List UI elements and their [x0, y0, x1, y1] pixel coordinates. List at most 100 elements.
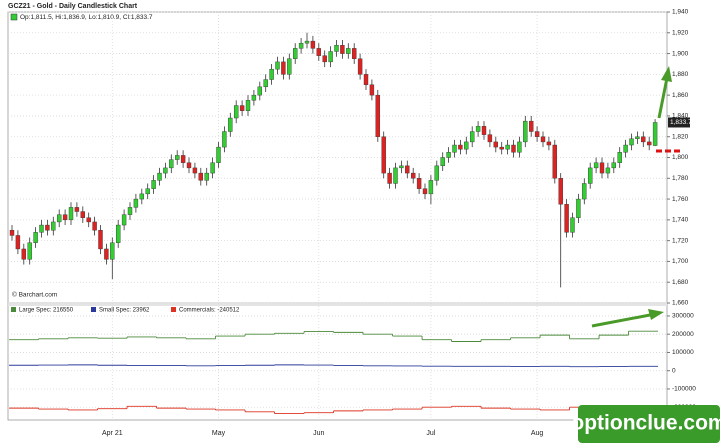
candle-body	[192, 167, 198, 174]
candle-body	[611, 162, 616, 169]
candle-body	[157, 172, 162, 181]
arrow-cot	[591, 313, 651, 328]
candle-body	[605, 167, 611, 174]
candle-body	[558, 178, 563, 205]
candle-body	[216, 146, 221, 163]
candle-body	[381, 136, 386, 174]
candle-body	[27, 242, 32, 260]
candle-body	[369, 84, 375, 96]
candle-body	[652, 122, 658, 146]
candle-body	[576, 198, 581, 218]
candle-body	[647, 141, 652, 146]
candle-body	[80, 211, 86, 218]
candle-body	[346, 48, 351, 54]
candle-body	[233, 105, 239, 119]
candle-body	[68, 207, 74, 221]
candle-body	[228, 117, 233, 132]
y-tick-label: 1,660	[672, 300, 689, 307]
candle-body	[263, 79, 268, 88]
watermark-box	[578, 405, 720, 443]
candle-body	[517, 141, 522, 153]
last-price-box	[668, 117, 690, 128]
y-tick-label: 0	[672, 367, 676, 374]
candle-body	[15, 235, 21, 250]
candle-body	[174, 155, 180, 160]
x-tick-label: Jun	[313, 430, 324, 437]
candle-body	[304, 40, 310, 44]
candle-body	[180, 155, 186, 163]
y-tick-label: 300000	[672, 313, 694, 320]
candle-body	[375, 94, 380, 137]
candle-body	[387, 172, 392, 184]
candle-body	[440, 157, 445, 167]
candle-body	[452, 144, 457, 153]
panel-divider	[8, 302, 667, 306]
candle-body	[110, 242, 115, 260]
candle-body	[121, 214, 127, 226]
candle-body	[204, 172, 209, 181]
y-tick-label: 1,800	[672, 154, 689, 161]
legend-swatch	[171, 307, 176, 312]
y-tick-label: 1,720	[672, 237, 689, 244]
y-tick-label: 200000	[672, 331, 694, 338]
candle-body	[546, 141, 552, 146]
candle-body	[570, 217, 575, 233]
candle-body	[293, 48, 298, 59]
candle-body	[599, 162, 605, 174]
candle-body	[104, 248, 109, 260]
y-tick-label: 1,880	[672, 71, 689, 78]
candle-body	[145, 188, 150, 195]
candle-body	[623, 144, 628, 153]
y-tick-label: 100000	[672, 349, 694, 356]
candle-body	[275, 61, 280, 70]
arrow-up	[657, 77, 669, 119]
candle-body	[475, 126, 481, 132]
legend-swatch	[10, 13, 18, 21]
candle-body	[322, 55, 327, 63]
candle-body	[245, 100, 251, 111]
y-tick-label: 1,740	[672, 217, 689, 224]
x-tick-label: Apr 21	[102, 430, 123, 437]
legend-swatch	[11, 307, 16, 312]
candle-body	[9, 230, 15, 236]
candle-body	[287, 58, 292, 75]
credit: © Barchart.com	[12, 291, 57, 299]
candle-body	[328, 51, 333, 63]
candle-body	[340, 45, 345, 54]
candle-body	[357, 58, 363, 75]
y-tick-label: 1,820	[672, 133, 689, 140]
candle-body	[33, 232, 38, 243]
y-tick-label: -100000	[672, 386, 696, 393]
candle-body	[363, 74, 369, 85]
candle-body	[416, 178, 422, 189]
candle-body	[446, 152, 451, 158]
chart-title: GCZ21 - Gold - Daily Candlestick Chart	[8, 3, 138, 10]
x-tick-label: Aug	[531, 430, 544, 437]
candle-body	[540, 136, 546, 143]
candle-body	[393, 167, 398, 184]
candle-body	[422, 188, 428, 195]
candle-body	[529, 120, 534, 132]
candle-body	[470, 131, 475, 143]
candle-body	[45, 224, 50, 231]
candle-body	[523, 120, 528, 143]
candle-body	[593, 162, 599, 169]
candle-body	[334, 45, 339, 52]
candle-body	[74, 207, 80, 212]
x-tick-label: Jul	[426, 430, 435, 437]
candle-body	[481, 126, 487, 135]
candle-body	[39, 224, 44, 233]
candle-body	[257, 86, 262, 96]
y-tick-label: 1,780	[672, 175, 689, 182]
candle-body	[505, 144, 510, 150]
candle-body	[399, 165, 404, 169]
last-price-label: 1,833.7	[670, 119, 692, 126]
candle-body	[552, 144, 557, 179]
legend-label: Small Spec: 23962	[99, 308, 150, 314]
watermark: optionclue.com	[571, 412, 720, 435]
candle-body	[534, 131, 540, 137]
candle-body	[635, 136, 640, 139]
candle-body	[151, 180, 156, 189]
candle-body	[198, 172, 204, 181]
